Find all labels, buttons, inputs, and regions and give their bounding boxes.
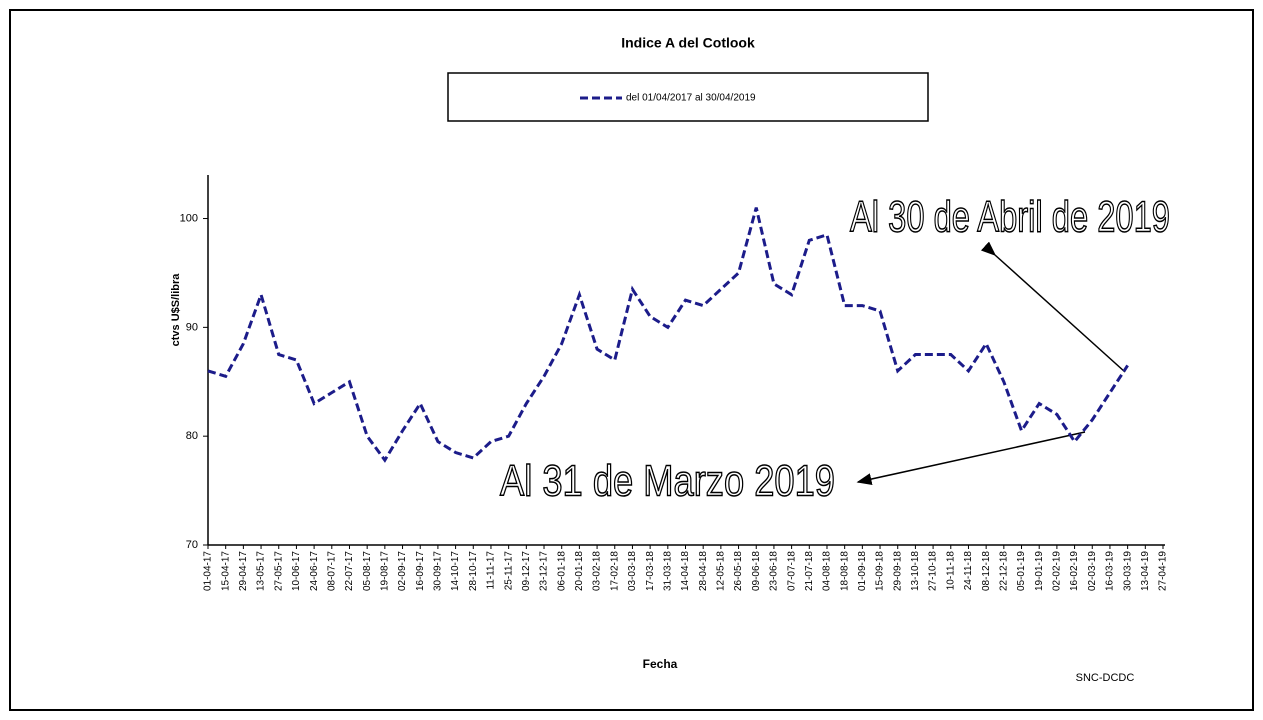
x-tick-label: 05-01-19 (1016, 551, 1027, 591)
x-tick-label: 31-03-18 (662, 551, 673, 591)
x-tick-label: 10-06-17 (291, 551, 302, 591)
y-tick-label: 70 (186, 539, 198, 551)
x-tick-label: 17-03-18 (645, 551, 656, 591)
x-tick-label: 28-04-18 (698, 551, 709, 591)
chart-title: Indice A del Cotlook (621, 35, 755, 51)
x-tick-label: 27-05-17 (273, 551, 284, 591)
x-tick-label: 02-03-19 (1087, 551, 1098, 591)
annotation: Al 30 de Abril de 2019 (850, 193, 1170, 242)
arrow (856, 431, 1086, 485)
x-tick-label: 17-02-18 (609, 551, 620, 591)
x-tick-label: 08-07-17 (326, 551, 337, 591)
x-tick-label: 20-01-18 (574, 551, 585, 591)
x-tick-label: 02-09-17 (397, 551, 408, 591)
y-tick-label: 80 (186, 430, 198, 442)
x-tick-label: 28-10-17 (468, 551, 479, 591)
x-tick-label: 16-03-19 (1105, 551, 1116, 591)
x-tick-label: 09-12-17 (521, 551, 532, 591)
x-tick-label: 10-11-18 (945, 551, 956, 591)
x-tick-label: 07-07-18 (786, 551, 797, 591)
x-tick-label: 13-04-19 (1140, 551, 1151, 591)
x-tick-label: 26-05-18 (733, 551, 744, 591)
data-line (207, 207, 1129, 463)
x-tick-label: 08-12-18 (981, 551, 992, 591)
arrow (980, 241, 1126, 373)
x-tick-label: 12-05-18 (716, 551, 727, 591)
x-tick-label: 16-09-17 (415, 551, 426, 591)
frame (9, 9, 1254, 711)
x-tick-label: 22-07-17 (344, 551, 355, 591)
y-axis-label: ctvs U$S/libra (170, 273, 182, 347)
x-tick-label: 14-10-17 (450, 551, 461, 591)
x-tick-label: 01-09-18 (857, 551, 868, 591)
x-axis-label: Fecha (643, 657, 678, 671)
y-tick-label: 90 (186, 321, 198, 333)
x-tick-label: 11-11-17 (486, 551, 497, 590)
x-tick-label: 02-02-19 (1052, 551, 1063, 591)
x-tick-label: 30-09-17 (433, 551, 444, 591)
x-tick-label: 03-02-18 (592, 551, 603, 591)
x-tick-label: 30-03-19 (1122, 551, 1133, 591)
x-tick-label: 24-11-18 (963, 551, 974, 591)
x-tick-label: 27-10-18 (928, 551, 939, 591)
legend-label: del 01/04/2017 al 30/04/2019 (626, 93, 756, 104)
x-tick-label: 25-11-17 (503, 551, 514, 591)
legend-box (447, 72, 929, 122)
x-tick-label: 19-01-19 (1034, 551, 1045, 591)
x-tick-label: 23-12-17 (539, 551, 550, 591)
x-tick-label: 09-06-18 (751, 551, 762, 591)
x-tick-label: 21-07-18 (804, 551, 815, 591)
x-tick-label: 06-01-18 (556, 551, 567, 591)
x-tick-label: 22-12-18 (998, 551, 1009, 591)
x-tick-label: 04-08-18 (822, 551, 833, 591)
x-tick-label: 19-08-17 (379, 551, 390, 591)
source: SNC-DCDC (1076, 672, 1135, 684)
x-tick-label: 16-02-19 (1069, 551, 1080, 591)
x-tick-label: 05-08-17 (362, 551, 373, 591)
y-tick-label: 100 (180, 212, 198, 224)
x-tick-label: 03-03-18 (627, 551, 638, 591)
annotation: Al 31 de Marzo 2019 (500, 457, 835, 506)
x-tick-label: 18-08-18 (839, 551, 850, 591)
x-tick-label: 15-04-17 (220, 551, 231, 591)
x-tick-label: 13-05-17 (256, 551, 267, 591)
x-tick-label: 15-09-18 (875, 551, 886, 591)
x-tick-label: 23-06-18 (769, 551, 780, 591)
x-tick-label: 24-06-17 (309, 551, 320, 591)
x-tick-label: 29-09-18 (892, 551, 903, 591)
x-tick-label: 27-04-19 (1158, 551, 1169, 591)
x-tick-label: 14-04-18 (680, 551, 691, 591)
x-tick-label: 29-04-17 (238, 551, 249, 591)
x-tick-label: 01-04-17 (203, 551, 214, 591)
x-tick-label: 13-10-18 (910, 551, 921, 591)
